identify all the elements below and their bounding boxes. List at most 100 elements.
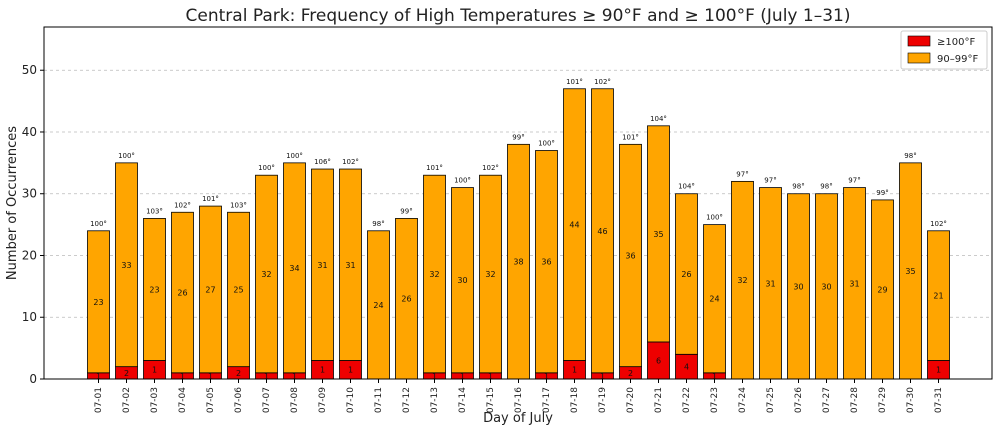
max-temp-label: 101°	[202, 195, 219, 203]
bar-warm	[703, 224, 726, 374]
segment-label-warm: 35	[653, 230, 663, 239]
segment-label-warm: 36	[541, 258, 551, 267]
bar-warm	[171, 211, 194, 374]
segment-label-hot: 1	[348, 366, 353, 375]
max-temp-label: 100°	[90, 220, 107, 228]
x-tick-label: 07-25	[766, 387, 776, 413]
y-ticks: 0 10 20 30 40 50	[22, 63, 44, 386]
bar-warm	[535, 150, 558, 374]
legend-swatch-warm	[907, 52, 931, 64]
segment-label-warm: 27	[205, 285, 215, 294]
max-temp-label: 102°	[930, 220, 947, 228]
y-tick-label: 40	[22, 125, 37, 139]
segment-label-warm: 24	[373, 301, 383, 310]
bar-warm	[927, 230, 950, 361]
x-tick-label: 07-13	[430, 387, 440, 413]
x-tick-label: 07-11	[374, 387, 384, 413]
segment-label-hot: 1	[96, 372, 101, 381]
bar-labels: 231100°332100°231103°261102°271101°25210…	[90, 78, 947, 381]
segment-label-warm: 23	[93, 298, 103, 307]
segment-label-warm: 29	[877, 285, 887, 294]
max-temp-label: 99°	[512, 133, 524, 141]
x-tick-label: 07-22	[682, 387, 692, 413]
segment-label-warm: 32	[485, 270, 495, 279]
x-tick-label: 07-09	[318, 387, 328, 413]
max-temp-label: 100°	[258, 164, 275, 172]
max-temp-label: 98°	[792, 183, 804, 191]
y-tick-label: 50	[22, 63, 37, 77]
segment-label-hot: 2	[628, 369, 633, 378]
x-tick-label: 07-01	[94, 387, 104, 413]
x-tick-label: 07-02	[122, 387, 132, 413]
segment-label-warm: 31	[765, 279, 775, 288]
segment-label-warm: 34	[289, 264, 299, 273]
x-tick-label: 07-20	[626, 387, 636, 413]
max-temp-label: 100°	[286, 152, 303, 160]
x-tick-label: 07-15	[486, 387, 496, 413]
x-tick-label: 07-21	[654, 387, 664, 413]
x-axis-label: Day of July	[483, 411, 553, 426]
x-tick-label: 07-23	[710, 387, 720, 413]
segment-label-warm: 26	[177, 289, 187, 298]
segment-label-warm: 44	[569, 221, 579, 230]
bar-warm	[87, 230, 110, 374]
segment-label-warm: 31	[345, 261, 355, 270]
x-tick-label: 07-04	[178, 387, 188, 413]
x-tick-label: 07-05	[206, 387, 216, 413]
x-tick-label: 07-27	[822, 387, 832, 413]
segment-label-warm: 33	[121, 261, 131, 270]
y-tick-label: 30	[22, 187, 37, 201]
segment-label-warm: 24	[709, 295, 719, 304]
segment-label-warm: 32	[261, 270, 271, 279]
x-ticks: 07-01 07-02 07-03 07-04 07-05 07-06 07-07 07-08…	[94, 379, 944, 413]
x-tick-label: 07-28	[850, 387, 860, 413]
segment-label-warm: 26	[681, 270, 691, 279]
legend-label-hot: ≥100°F	[937, 37, 975, 48]
max-temp-label: 102°	[342, 158, 359, 166]
max-temp-label: 99°	[400, 207, 412, 215]
segment-label-hot: 1	[152, 366, 157, 375]
segment-label-hot: 1	[264, 372, 269, 381]
segment-label-hot: 1	[432, 372, 437, 381]
segment-label-hot: 2	[236, 369, 241, 378]
segment-label-hot: 1	[208, 372, 213, 381]
max-temp-label: 101°	[622, 133, 639, 141]
x-tick-label: 07-18	[570, 387, 580, 413]
bar-warm	[479, 174, 502, 374]
segment-label-warm: 30	[821, 282, 831, 291]
max-temp-label: 103°	[146, 207, 163, 215]
segment-label-hot: 1	[712, 372, 717, 381]
bar-warm	[619, 143, 642, 368]
legend-swatch-hot	[907, 35, 931, 47]
segment-label-hot: 1	[460, 372, 465, 381]
bar-warm	[647, 125, 670, 343]
x-tick-label: 07-17	[542, 387, 552, 413]
max-temp-label: 101°	[426, 164, 443, 172]
segment-label-hot: 1	[936, 366, 941, 375]
x-tick-label: 07-31	[934, 387, 944, 413]
bar-warm	[255, 174, 278, 374]
segment-label-hot: 1	[572, 366, 577, 375]
segment-label-hot: 1	[180, 372, 185, 381]
y-tick-label: 20	[22, 248, 37, 262]
x-tick-label: 07-06	[234, 387, 244, 413]
legend: ≥100°F 90–99°F	[900, 30, 988, 70]
max-temp-label: 97°	[736, 170, 748, 178]
y-tick-label: 10	[22, 310, 37, 324]
bar-warm	[311, 168, 334, 361]
max-temp-label: 102°	[174, 201, 191, 209]
max-temp-label: 103°	[230, 201, 247, 209]
bar-warm	[563, 88, 586, 361]
bar-warm	[423, 174, 446, 374]
segment-label-warm: 32	[429, 270, 439, 279]
max-temp-label: 97°	[764, 177, 776, 185]
segment-label-warm: 46	[597, 227, 607, 236]
max-temp-label: 100°	[538, 140, 555, 148]
max-temp-label: 102°	[594, 78, 611, 86]
segment-label-warm: 32	[737, 276, 747, 285]
segment-label-warm: 38	[513, 258, 523, 267]
max-temp-label: 106°	[314, 158, 331, 166]
max-temp-label: 98°	[820, 183, 832, 191]
bars	[87, 88, 950, 380]
max-temp-label: 101°	[566, 78, 583, 86]
